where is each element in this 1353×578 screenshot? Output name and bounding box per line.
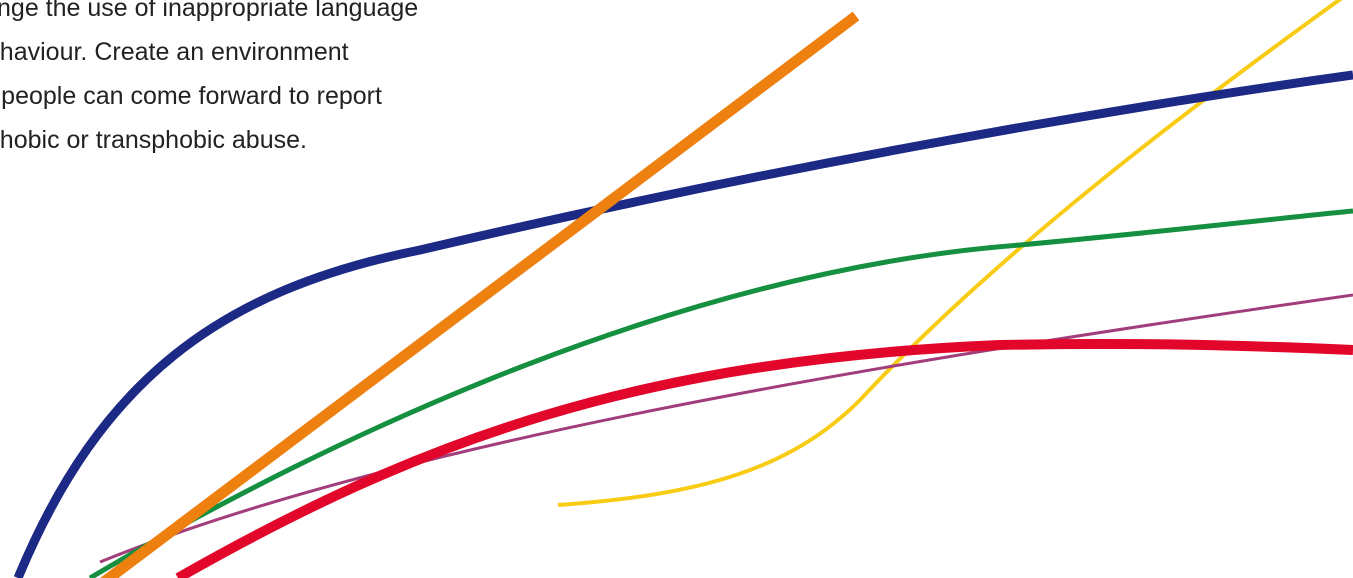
text-line-2: behaviour. Create an environment bbox=[0, 38, 349, 66]
magenta-line bbox=[99, 293, 1353, 564]
green-curve bbox=[88, 208, 1353, 578]
body-text: llenge the use of inappropriate language… bbox=[0, 0, 572, 162]
text-line-1: llenge the use of inappropriate language bbox=[0, 0, 419, 22]
orange-line bbox=[100, 11, 860, 578]
red-curve bbox=[175, 338, 1353, 578]
text-line-3: re people can come forward to report bbox=[0, 82, 382, 110]
yellow-curve bbox=[557, 0, 1343, 507]
navy-curve bbox=[13, 70, 1353, 578]
text-line-4: ophobic or transphobic abuse. bbox=[0, 126, 307, 154]
